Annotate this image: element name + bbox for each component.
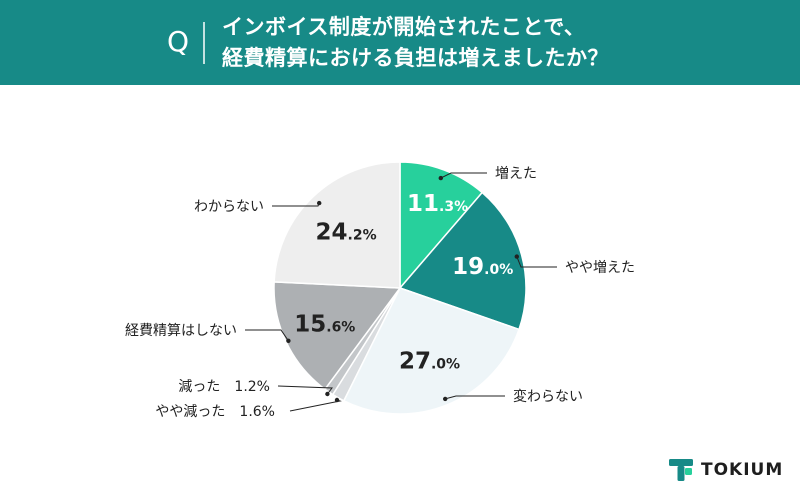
pie-slice-わからない <box>273 161 401 289</box>
leader-dot-やや減った <box>334 397 340 403</box>
leader-line-やや増えた <box>516 256 557 268</box>
tokium-logo-text: TOKIUM <box>701 460 784 480</box>
slice-label-経費精算はしない: 経費精算はしない <box>125 323 237 339</box>
slice-label-変わらない: 変わらない <box>513 388 583 405</box>
tokium-logo-icon <box>669 459 693 481</box>
question-title-line-2: 経費精算における負担は増えましたか？ <box>222 46 609 70</box>
question-title-line-1: インボイス制度が開始されたことで、 <box>222 15 586 39</box>
pie-slice-変わらない <box>342 287 520 415</box>
question-header: Q インボイス制度が開始されたことで、 経費精算における負担は増えましたか？ <box>0 0 800 85</box>
leader-line-減った <box>277 385 333 395</box>
header-divider <box>203 22 205 64</box>
leader-dot-増えた <box>438 175 443 181</box>
slice-value-経費精算はしない: 15.6% <box>294 312 355 338</box>
leader-line-変わらない <box>445 395 505 400</box>
leader-dot-わからない <box>317 200 322 206</box>
pie-slice-増えた <box>399 161 484 291</box>
slice-value-変わらない: 27.0% <box>399 348 460 374</box>
slice-value-わからない: 24.2% <box>316 219 377 245</box>
slice-label-わからない: わからない <box>194 199 264 215</box>
leader-line-やや減った <box>289 399 342 412</box>
slice-label-増えた: 増えた <box>495 166 537 182</box>
question-mark-letter: Q <box>166 25 190 58</box>
leader-line-経費精算はしない <box>245 329 289 342</box>
leader-dot-減った <box>325 391 330 397</box>
slice-value-やや増えた: 19.0% <box>452 254 513 280</box>
leader-dot-変わらない <box>443 396 448 402</box>
slice-value-増えた: 11.3% <box>407 191 468 217</box>
slice-label-減った: 減った 1.2% <box>178 378 270 395</box>
slice-label-やや増えた: やや増えた <box>565 260 635 276</box>
pie-slice-やや増えた <box>398 191 527 331</box>
question-title: インボイス制度が開始されたことで、 経費精算における負担は増えましたか？ <box>222 12 682 74</box>
slice-label-やや減った: やや減った 1.6% <box>155 403 275 420</box>
leader-dot-経費精算はしない <box>286 338 291 343</box>
leader-line-増えた <box>440 172 487 179</box>
leader-dot-やや増えた <box>514 254 519 259</box>
pie-slice-経費精算はしない <box>273 281 402 391</box>
tokium-logo: TOKIUM <box>668 456 783 484</box>
